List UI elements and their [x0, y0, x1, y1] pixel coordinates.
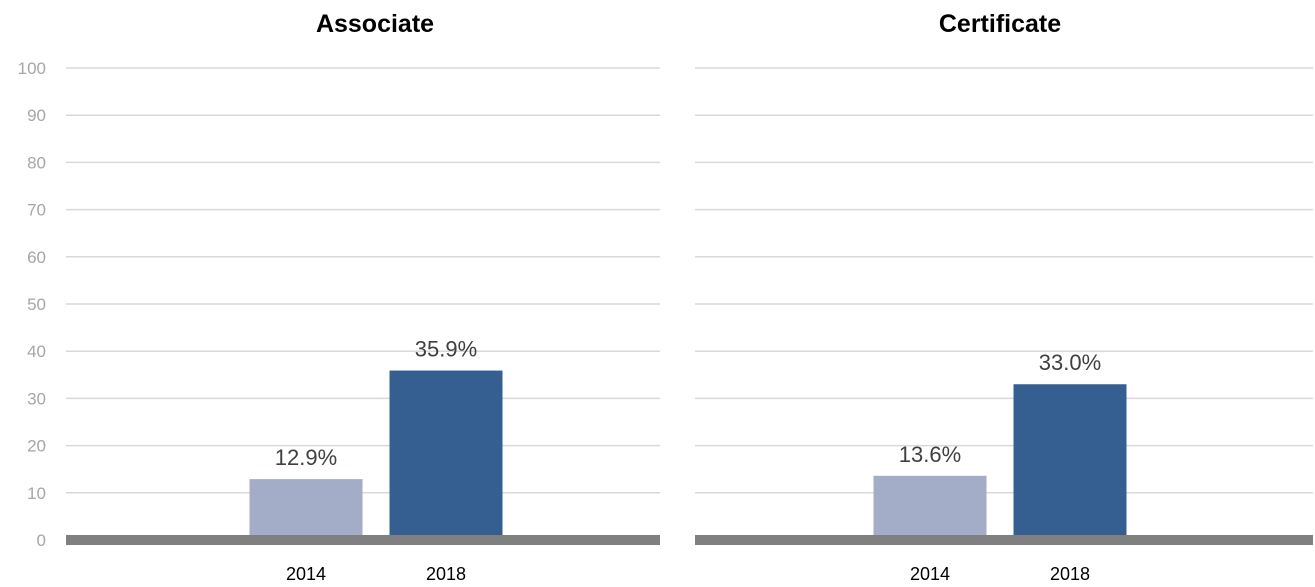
x-tick-label: 2014	[910, 564, 950, 584]
x-axis-baseline	[695, 535, 1313, 545]
chart-title: Associate	[316, 10, 434, 38]
y-tick-label: 0	[37, 531, 46, 550]
bar-2018	[389, 370, 503, 540]
y-tick-label: 100	[18, 59, 46, 78]
chart-title: Certificate	[939, 10, 1061, 38]
y-tick-label: 60	[27, 248, 46, 267]
data-label: 35.9%	[415, 337, 477, 362]
y-tick-label: 90	[27, 106, 46, 125]
y-tick-label: 50	[27, 295, 46, 314]
y-tick-label: 20	[27, 437, 46, 456]
data-label: 12.9%	[275, 445, 337, 470]
certificate-chart-panel: Certificate 13.6% 2014 33.0% 2018	[695, 10, 1313, 584]
y-tick-label: 40	[27, 342, 46, 361]
y-tick-label: 30	[27, 389, 46, 408]
gridlines	[695, 67, 1313, 494]
bar-2014	[249, 479, 363, 540]
y-tick-label: 80	[27, 153, 46, 172]
x-tick-label: 2018	[426, 564, 466, 584]
associate-chart-panel: Associate 0 10 20 30 40 50 60 70 80 90 100 12.9% 201…	[18, 10, 660, 584]
bar-2014	[873, 475, 987, 540]
x-axis-baseline	[66, 535, 660, 545]
x-tick-label: 2014	[286, 564, 326, 584]
data-label: 13.6%	[899, 442, 961, 467]
y-tick-label: 10	[27, 484, 46, 503]
y-tick-label: 70	[27, 201, 46, 220]
x-tick-label: 2018	[1050, 564, 1090, 584]
data-label: 33.0%	[1039, 350, 1101, 375]
bar-2018	[1013, 384, 1127, 540]
gridlines	[66, 67, 660, 494]
